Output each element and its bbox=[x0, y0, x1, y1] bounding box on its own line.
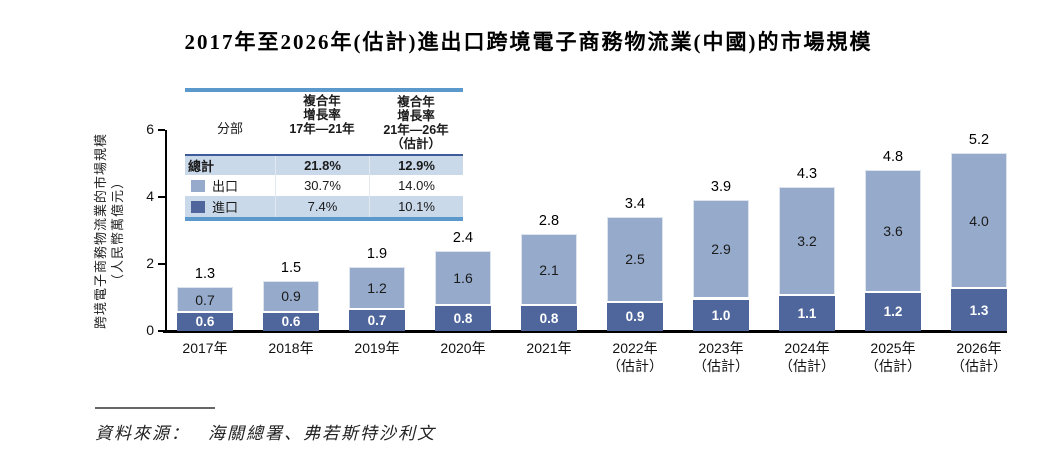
bar-segment-export: 3.2 bbox=[779, 186, 835, 295]
legend-cagr-17-21-value: 7.4% bbox=[275, 196, 369, 217]
bar-segment-import: 0.6 bbox=[263, 310, 319, 331]
bar-total-label: 4.8 bbox=[882, 149, 904, 166]
bar-segment-import: 1.2 bbox=[865, 290, 921, 331]
bar-segment-import: 0.8 bbox=[435, 304, 491, 331]
legend-header-cagr-21-26: 複合年 增長率 21年—26年 （估計） bbox=[383, 95, 449, 151]
x-axis-label: 2025年 （估計） bbox=[865, 340, 921, 374]
x-axis-label: 2017年 bbox=[182, 340, 228, 356]
legend-row-label: 出口 bbox=[212, 179, 239, 194]
bar-total-label: 3.4 bbox=[624, 196, 646, 213]
export-color-swatch bbox=[191, 179, 205, 192]
x-axis-label: 2024年 （估計） bbox=[779, 340, 835, 374]
source-divider-line bbox=[95, 407, 215, 409]
x-axis-label: 2023年 （估計） bbox=[693, 340, 749, 374]
legend-row: 進口 7.4% 10.1% bbox=[185, 196, 463, 217]
legend-row-label: 進口 bbox=[212, 200, 239, 215]
legend-row: 出口 30.7% 14.0% bbox=[185, 175, 463, 196]
x-axis-label: 2019年 bbox=[354, 340, 400, 356]
y-axis-line bbox=[165, 130, 167, 332]
y-tick-mark bbox=[158, 196, 165, 198]
y-tick-label: 6 bbox=[146, 121, 154, 137]
y-tick-label: 4 bbox=[146, 188, 154, 204]
bar-total-label: 1.5 bbox=[280, 259, 302, 276]
legend-row-label-cell: 出口 bbox=[185, 175, 275, 196]
bar-segment-export: 2.5 bbox=[607, 217, 663, 301]
x-axis-label: 2021年 bbox=[526, 340, 572, 356]
legend-row-label-cell: 進口 bbox=[185, 196, 275, 217]
bar-segment-import: 1.3 bbox=[951, 287, 1007, 331]
legend-bottom-bar bbox=[185, 217, 463, 221]
x-axis-label: 2020年 bbox=[440, 340, 486, 356]
legend-header-row: 分部 複合年 增長率 17年—21年 複合年 增長率 21年—26年 （估計） bbox=[185, 92, 463, 154]
chart-title: 2017年至2026年(估計)進出口跨境電子商務物流業(中國)的市場規模 bbox=[184, 30, 873, 54]
legend-table: 分部 複合年 增長率 17年—21年 複合年 增長率 21年—26年 （估計） 總計 21.… bbox=[185, 88, 463, 221]
y-axis-title: 跨境電子商務物流業的市場規模 （人民幣萬億元） bbox=[92, 97, 132, 365]
y-tick-mark bbox=[158, 263, 165, 265]
y-axis-title-line1: 跨境電子商務物流業的市場規模 bbox=[93, 133, 108, 330]
y-tick-mark bbox=[158, 129, 165, 131]
legend-row-label: 總計 bbox=[188, 159, 215, 174]
bar-segment-export: 0.9 bbox=[263, 280, 319, 311]
y-axis-title-line2: （人民幣萬億元） bbox=[110, 175, 125, 288]
legend-cagr-17-21-value: 21.8% bbox=[275, 156, 369, 175]
bar-total-label: 4.3 bbox=[796, 165, 818, 182]
bar-segment-import: 1.1 bbox=[779, 294, 835, 331]
bar-total-label: 5.2 bbox=[968, 132, 990, 149]
y-tick-label: 0 bbox=[146, 322, 154, 338]
bar-segment-export: 2.1 bbox=[521, 233, 577, 305]
bar-segment-import: 0.7 bbox=[349, 307, 405, 331]
bar-segment-import: 0.9 bbox=[607, 300, 663, 331]
bar-total-label: 1.9 bbox=[366, 246, 388, 263]
legend-cagr-21-26-value: 12.9% bbox=[369, 156, 463, 175]
legend-cagr-17-21-value: 30.7% bbox=[275, 175, 369, 196]
x-axis-label: 2018年 bbox=[268, 340, 314, 356]
legend-cagr-21-26-value: 14.0% bbox=[369, 175, 463, 196]
bar-total-label: 3.9 bbox=[710, 179, 732, 196]
bar-segment-export: 1.2 bbox=[349, 267, 405, 308]
y-tick-label: 2 bbox=[146, 255, 154, 271]
bar-total-label: 2.8 bbox=[538, 212, 560, 229]
legend-row-label-cell: 總計 bbox=[185, 156, 275, 175]
bar-total-label: 2.4 bbox=[452, 229, 474, 246]
legend-top-bar bbox=[185, 88, 463, 92]
bar-segment-export: 3.6 bbox=[865, 170, 921, 291]
bar-segment-import: 1.0 bbox=[693, 297, 749, 331]
y-tick-mark bbox=[158, 330, 165, 332]
legend-header-cagr-17-21: 複合年 增長率 17年—21年 bbox=[289, 94, 355, 136]
source-text: 海關總署、弗若斯特沙利文 bbox=[208, 424, 436, 443]
legend-rows: 總計 21.8% 12.9% 出口 30.7% 14.0% 進口 7.4% 10.1% bbox=[185, 154, 463, 217]
bar-segment-import: 0.8 bbox=[521, 304, 577, 331]
bar-segment-export: 1.6 bbox=[435, 250, 491, 305]
legend-header-segment: 分部 bbox=[216, 121, 243, 136]
bar-segment-import: 0.6 bbox=[177, 310, 233, 331]
source-note: 資料來源： 海關總署、弗若斯特沙利文 bbox=[95, 419, 436, 444]
legend-cagr-21-26-value: 10.1% bbox=[369, 196, 463, 217]
legend-row: 總計 21.8% 12.9% bbox=[185, 154, 463, 175]
x-axis-label: 2026年 （估計） bbox=[951, 340, 1007, 374]
bar-segment-export: 4.0 bbox=[951, 153, 1007, 288]
x-axis-label: 2022年 （估計） bbox=[607, 340, 663, 374]
source-label: 資料來源： bbox=[95, 424, 190, 443]
bar-segment-export: 0.7 bbox=[177, 287, 233, 311]
bar-segment-export: 2.9 bbox=[693, 200, 749, 298]
bar-total-label: 1.3 bbox=[194, 266, 216, 283]
import-color-swatch bbox=[191, 200, 205, 213]
x-axis-line bbox=[163, 330, 1007, 333]
